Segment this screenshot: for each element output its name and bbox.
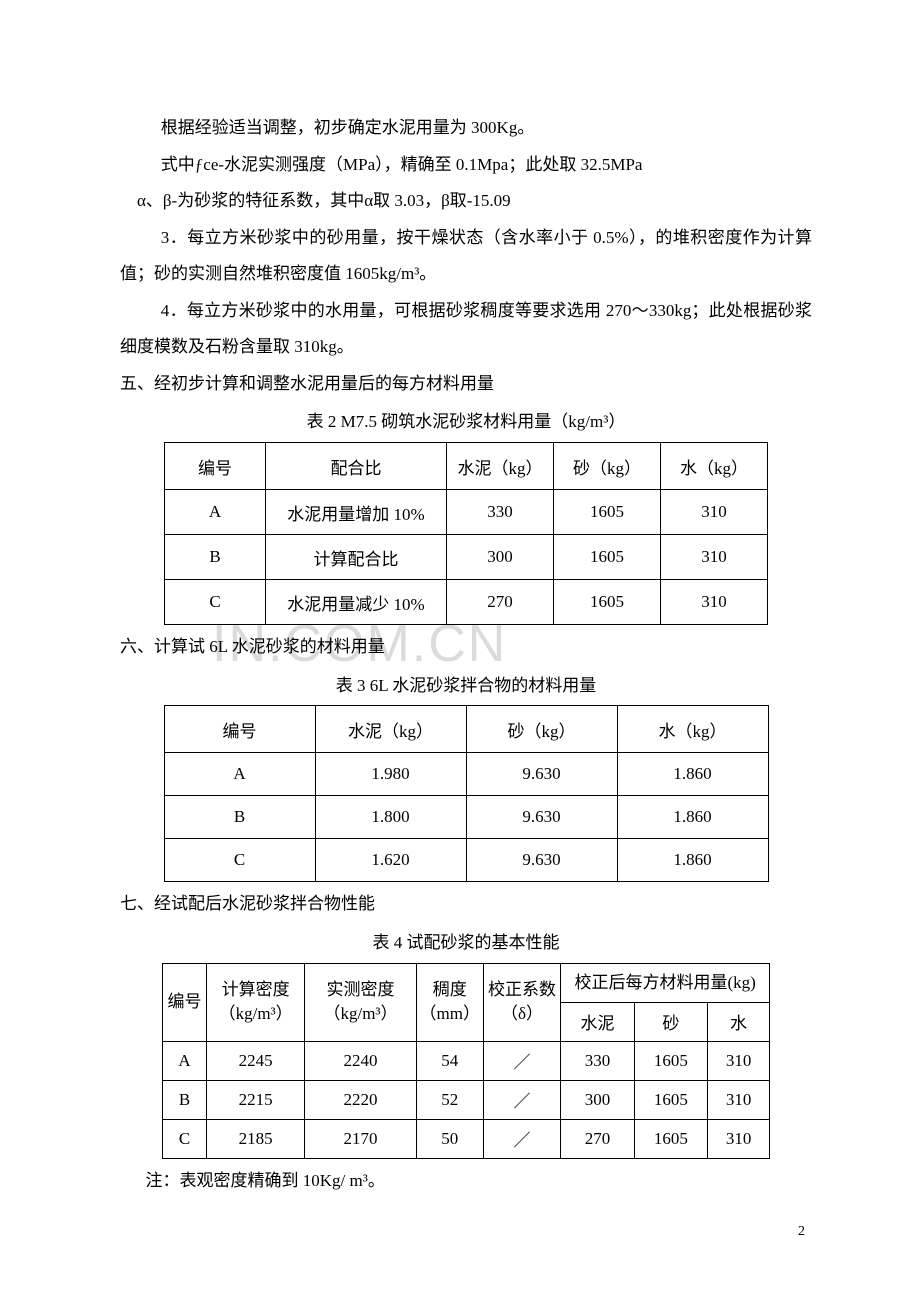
- table4-cell: B: [163, 1080, 207, 1119]
- table4-header-cell: 计算密度（kg/m³）: [207, 963, 305, 1041]
- table2-cell: 计算配合比: [266, 535, 447, 580]
- table3-cell: A: [164, 753, 315, 796]
- table4-cell: 270: [561, 1119, 634, 1158]
- table4-cell: 54: [416, 1041, 483, 1080]
- table4-cell: 330: [561, 1041, 634, 1080]
- table3-cell: 9.630: [466, 753, 617, 796]
- table4-header-cell: 校正后每方材料用量(kg): [561, 963, 770, 1002]
- table4-cell: 2245: [207, 1041, 305, 1080]
- table3-caption: 表 3 6L 水泥砂浆拌合物的材料用量: [120, 668, 812, 704]
- table3-cell: B: [164, 796, 315, 839]
- table2-header-cell: 编号: [165, 443, 266, 490]
- table2-cell: 1605: [554, 490, 661, 535]
- table2-caption: 表 2 M7.5 砌筑水泥砂浆材料用量（kg/m³）: [120, 404, 812, 440]
- paragraph-2: 式中ƒce-水泥实测强度（MPa），精确至 0.1Mpa；此处取 32.5MPa: [120, 147, 812, 184]
- paragraph-4: 3．每立方米砂浆中的砂用量，按干燥状态（含水率小于 0.5%），的堆积密度作为计…: [120, 220, 812, 293]
- table-2: 编号配合比水泥（kg）砂（kg）水（kg） A水泥用量增加 10%33016053…: [164, 442, 768, 625]
- table3-cell: 1.860: [617, 839, 768, 882]
- table2-cell: 310: [661, 535, 768, 580]
- table3-cell: C: [164, 839, 315, 882]
- table2-cell: 330: [447, 490, 554, 535]
- table4-cell: 2170: [305, 1119, 417, 1158]
- table4-cell: 1605: [634, 1080, 708, 1119]
- table2-cell: 270: [447, 580, 554, 625]
- table2-header-cell: 砂（kg）: [554, 443, 661, 490]
- table4-cell: 310: [708, 1119, 770, 1158]
- table2-header-cell: 水泥（kg）: [447, 443, 554, 490]
- table4-cell: 50: [416, 1119, 483, 1158]
- table2-cell: B: [165, 535, 266, 580]
- table3-header-cell: 水泥（kg）: [315, 706, 466, 753]
- table2-cell: 310: [661, 490, 768, 535]
- table4-cell: 2185: [207, 1119, 305, 1158]
- table4-cell: 1605: [634, 1119, 708, 1158]
- page-number: 2: [798, 1224, 805, 1240]
- table4-cell: ／: [483, 1080, 561, 1119]
- paragraph-1: 根据经验适当调整，初步确定水泥用量为 300Kg。: [120, 110, 812, 147]
- paragraph-3: α、β-为砂浆的特征系数，其中α取 3.03，β取-15.09: [120, 183, 812, 220]
- table4-cell: 2240: [305, 1041, 417, 1080]
- table2-cell: 310: [661, 580, 768, 625]
- table3-header-cell: 编号: [164, 706, 315, 753]
- table4-cell: ／: [483, 1119, 561, 1158]
- paragraph-5: 4．每立方米砂浆中的水用量，可根据砂浆稠度等要求选用 270～330kg；此处根…: [120, 293, 812, 366]
- table2-cell: A: [165, 490, 266, 535]
- table2-cell: C: [165, 580, 266, 625]
- table3-cell: 1.800: [315, 796, 466, 839]
- table4-header-cell: 实测密度（kg/m³）: [305, 963, 417, 1041]
- table4-cell: 2220: [305, 1080, 417, 1119]
- table3-cell: 1.980: [315, 753, 466, 796]
- table3-cell: 1.860: [617, 796, 768, 839]
- heading-5: 五、经初步计算和调整水泥用量后的每方材料用量: [120, 366, 812, 403]
- table4-note: 注：表观密度精确到 10Kg/ m³。: [120, 1163, 812, 1200]
- table2-cell: 水泥用量减少 10%: [266, 580, 447, 625]
- heading-7: 七、经试配后水泥砂浆拌合物性能: [120, 886, 812, 923]
- table4-cell: 310: [708, 1080, 770, 1119]
- table4-header-cell: 校正系数（δ）: [483, 963, 561, 1041]
- table4-cell: 310: [708, 1041, 770, 1080]
- table4-cell: 300: [561, 1080, 634, 1119]
- heading-6: 六、计算试 6L 水泥砂浆的材料用量: [120, 629, 812, 666]
- table2-cell: 1605: [554, 580, 661, 625]
- table4-cell: 1605: [634, 1041, 708, 1080]
- table4-caption: 表 4 试配砂浆的基本性能: [120, 925, 812, 961]
- table3-cell: 1.860: [617, 753, 768, 796]
- table4-subheader-cell: 水: [708, 1002, 770, 1041]
- document-page: 根据经验适当调整，初步确定水泥用量为 300Kg。 式中ƒce-水泥实测强度（M…: [0, 0, 920, 1302]
- table4-subheader-cell: 水泥: [561, 1002, 634, 1041]
- table3-cell: 1.620: [315, 839, 466, 882]
- table4-header-cell: 编号: [163, 963, 207, 1041]
- table3-header-cell: 砂（kg）: [466, 706, 617, 753]
- table2-cell: 1605: [554, 535, 661, 580]
- table2-cell: 300: [447, 535, 554, 580]
- table4-cell: ／: [483, 1041, 561, 1080]
- table3-cell: 9.630: [466, 839, 617, 882]
- table4-cell: 2215: [207, 1080, 305, 1119]
- table4-cell: A: [163, 1041, 207, 1080]
- table4-cell: C: [163, 1119, 207, 1158]
- table4-cell: 52: [416, 1080, 483, 1119]
- table-3: 编号水泥（kg）砂（kg）水（kg） A1.9809.6301.860 B1.800…: [164, 705, 769, 882]
- table4-header-cell: 稠度（mm）: [416, 963, 483, 1041]
- table2-header-cell: 配合比: [266, 443, 447, 490]
- table4-subheader-cell: 砂: [634, 1002, 708, 1041]
- table-4: 编号计算密度（kg/m³）实测密度（kg/m³）稠度（mm）校正系数（δ）校正后…: [162, 963, 770, 1159]
- table2-header-cell: 水（kg）: [661, 443, 768, 490]
- table2-cell: 水泥用量增加 10%: [266, 490, 447, 535]
- table3-header-cell: 水（kg）: [617, 706, 768, 753]
- table3-cell: 9.630: [466, 796, 617, 839]
